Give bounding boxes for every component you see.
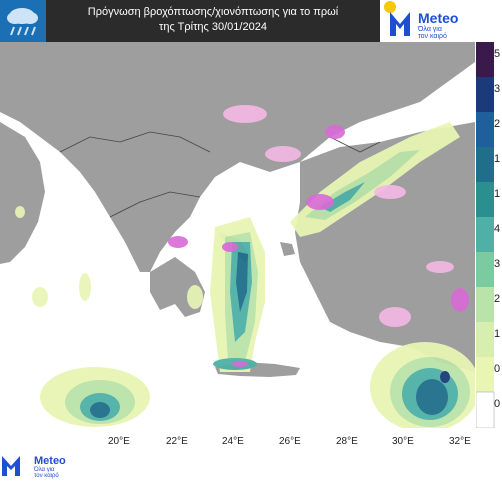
colorbar-label: 0 bbox=[494, 398, 501, 410]
x-tick-label: 30°E bbox=[392, 436, 414, 447]
precipitation-map bbox=[0, 42, 480, 432]
snow-pink-areas bbox=[168, 105, 469, 367]
meteo-logo-bottom: Meteo Όλα για τον καιρό bbox=[0, 452, 80, 479]
meteo-logo-top: Meteo Όλα για τον καιρό bbox=[382, 0, 502, 42]
logo-tagline-1: Όλα για bbox=[418, 26, 442, 33]
logo-name: Meteo bbox=[418, 10, 459, 26]
colorbar-label: 0 bbox=[494, 363, 501, 375]
logo-bottom-tagline-2: τον καιρό bbox=[34, 473, 59, 479]
x-tick-label: 26°E bbox=[279, 436, 301, 447]
precip-southeast bbox=[370, 342, 480, 432]
header: Πρόγνωση βροχόπτωσης/χιονόπτωσης για το … bbox=[0, 0, 502, 42]
logo-bottom-name: Meteo bbox=[34, 455, 66, 467]
logo-tagline-2: τον καιρό bbox=[418, 33, 447, 40]
precip-southwest bbox=[40, 367, 150, 427]
colorbar-label: 3 bbox=[494, 83, 501, 95]
colorbar-label: 3 bbox=[494, 258, 501, 270]
x-tick-label: 32°E bbox=[449, 436, 471, 447]
rain-cloud-icon bbox=[0, 0, 46, 42]
map-title-line1: Πρόγνωση βροχόπτωσης/χιονόπτωσης για το … bbox=[87, 6, 339, 18]
italy-land bbox=[0, 122, 45, 264]
logo-bottom-tagline-1: Όλα για bbox=[34, 467, 55, 473]
x-tick-label: 28°E bbox=[336, 436, 358, 447]
scattered-light-precip bbox=[15, 206, 203, 309]
aegean-island-1 bbox=[280, 242, 295, 256]
map-title-line2: της Τρίτης 30/01/2024 bbox=[159, 21, 267, 33]
x-tick-label: 24°E bbox=[222, 436, 244, 447]
colorbar-label: 5 bbox=[494, 48, 501, 60]
balkans-land bbox=[0, 42, 475, 272]
title-bar bbox=[46, 0, 380, 42]
colorbar-label: 2 bbox=[494, 293, 501, 305]
colorbar-label: 1 bbox=[494, 188, 501, 200]
colorbar-label: 4 bbox=[494, 223, 501, 235]
colorbar-label: 1 bbox=[494, 153, 501, 165]
colorbar-label: 2 bbox=[494, 118, 501, 130]
country-borders bbox=[59, 131, 381, 218]
precip-colorbar bbox=[475, 42, 502, 429]
colorbar-label: 1 bbox=[494, 328, 501, 340]
map-title: Πρόγνωση βροχόπτωσης/χιονόπτωσης για το … bbox=[46, 5, 380, 35]
aegean-island-2 bbox=[310, 272, 318, 282]
x-tick-label: 22°E bbox=[166, 436, 188, 447]
x-tick-label: 20°E bbox=[108, 436, 130, 447]
aegean-island-3 bbox=[329, 302, 338, 312]
